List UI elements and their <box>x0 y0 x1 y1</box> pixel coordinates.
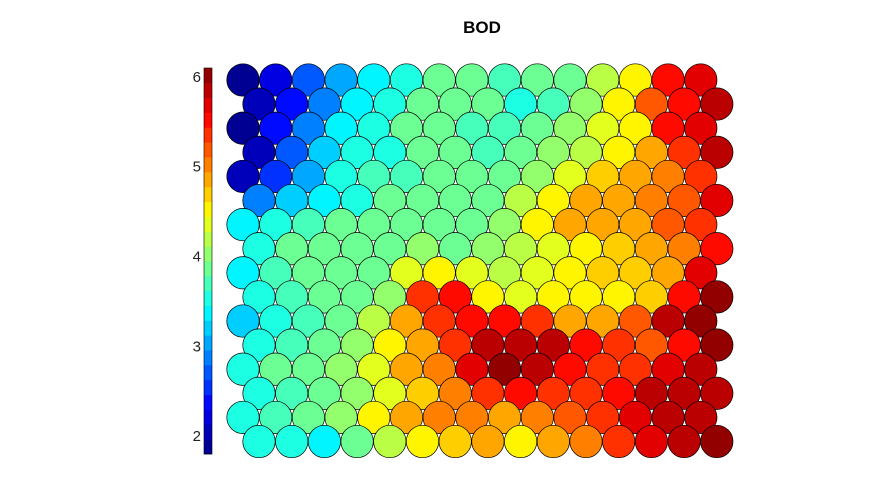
som-cell <box>405 424 440 459</box>
som-cell <box>700 328 734 362</box>
som-cell <box>700 376 734 410</box>
som-cell <box>536 424 570 459</box>
som-cell <box>602 424 636 459</box>
colorbar-band <box>204 97 212 113</box>
som-cell <box>684 111 718 145</box>
colorbar-band <box>204 216 212 232</box>
colorbar-band <box>204 290 212 306</box>
som-cell <box>275 424 309 459</box>
som-cell <box>438 424 472 459</box>
som-cell <box>667 424 701 459</box>
colorbar-band <box>204 394 212 410</box>
som-cell <box>700 280 734 314</box>
colorbar-tick-label: 2 <box>193 428 201 445</box>
som-cell <box>684 63 718 97</box>
colorbar-frame <box>203 67 213 455</box>
som-cell <box>634 424 668 459</box>
som-cell <box>684 208 718 242</box>
som-cell <box>684 256 718 290</box>
som-cell <box>684 159 718 193</box>
colorbar-band <box>204 261 212 277</box>
colorbar-band <box>204 127 212 143</box>
colorbar-band <box>204 275 212 292</box>
som-cells <box>226 63 734 459</box>
colorbar-band <box>204 142 212 158</box>
colorbar-tick-label: 5 <box>193 159 201 176</box>
som-cell <box>700 135 734 169</box>
som-cell <box>471 424 505 459</box>
colorbar-band <box>204 186 212 203</box>
colorbar-band <box>204 364 212 381</box>
chart-title: BOD <box>463 18 501 37</box>
som-cell <box>700 183 734 218</box>
som-cell <box>569 424 603 459</box>
som-cell <box>700 232 734 266</box>
som-cell <box>684 352 718 386</box>
colorbar <box>203 67 213 455</box>
colorbar-band <box>204 335 212 351</box>
colorbar-band <box>204 112 212 128</box>
colorbar-tick-label: 6 <box>193 69 201 86</box>
som-cell <box>340 424 374 459</box>
colorbar-tick-label: 4 <box>193 249 201 266</box>
som-cell <box>373 424 407 459</box>
colorbar-band <box>204 439 212 455</box>
colorbar-band <box>204 157 212 173</box>
colorbar-band <box>204 231 212 247</box>
colorbar-band <box>204 409 212 425</box>
colorbar-band <box>204 320 212 336</box>
colorbar-band <box>204 201 212 217</box>
colorbar-band <box>204 305 212 321</box>
colorbar-band <box>204 82 212 99</box>
som-cell <box>307 424 341 459</box>
colorbar-band <box>204 68 212 84</box>
colorbar-band <box>204 424 212 440</box>
colorbar-tick-label: 3 <box>193 338 201 355</box>
som-cell <box>684 304 718 338</box>
som-cell <box>684 400 718 434</box>
som-cell <box>242 424 276 459</box>
colorbar-ticks: 2 3 4 5 6 <box>193 69 201 445</box>
colorbar-band <box>204 350 212 366</box>
som-cell <box>700 87 734 121</box>
som-cell <box>504 424 538 459</box>
colorbar-band <box>204 379 212 396</box>
som-cell <box>700 424 734 459</box>
colorbar-band <box>204 246 212 262</box>
colorbar-band <box>204 171 212 188</box>
